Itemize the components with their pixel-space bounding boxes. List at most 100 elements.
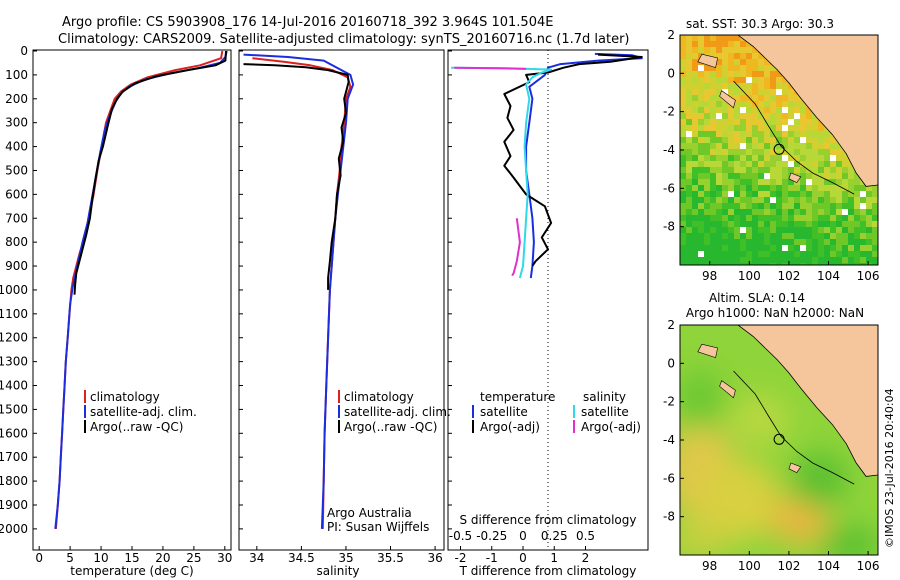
sst-cell: [830, 215, 836, 221]
sst-cell: [848, 167, 854, 173]
sst-cell: [734, 227, 740, 233]
salinity-legend: climatology satellite-adj. clim. Argo(..…: [338, 390, 451, 434]
sst-cell: [836, 227, 842, 233]
sst-cell: [740, 173, 746, 179]
sst-cell: [812, 239, 818, 245]
sst-cell: [764, 83, 770, 89]
sst-cell: [716, 119, 722, 125]
sst-cell: [704, 77, 710, 83]
depth-tick-label: 1700: [0, 450, 28, 464]
sst-cell: [788, 191, 794, 197]
sst-cell: [758, 209, 764, 215]
sst-cell: [782, 83, 788, 89]
sst-cell: [722, 257, 728, 263]
sst-cell: [740, 47, 746, 53]
series-line-satellite: [525, 52, 643, 279]
sst-cell: [716, 35, 722, 41]
sst-cell: [812, 203, 818, 209]
sst-cell: [740, 149, 746, 155]
sst-cell: [776, 215, 782, 221]
sst-cell: [716, 65, 722, 71]
sst-cell: [680, 215, 686, 221]
sst-cell: [728, 41, 734, 47]
sst-cell: [692, 173, 698, 179]
sst-cell: [758, 77, 764, 83]
sst-cell: [686, 167, 692, 173]
sst-cell: [746, 257, 752, 263]
sst-cell: [752, 77, 758, 83]
sst-cell: [692, 59, 698, 65]
sst-cell: [716, 77, 722, 83]
sst-cell: [830, 191, 836, 197]
sst-cell: [782, 155, 788, 161]
sst-cell: [716, 143, 722, 149]
sst-cell: [704, 95, 710, 101]
sst-cell: [806, 179, 812, 185]
sst-cell: [836, 221, 842, 227]
sst-cell: [704, 137, 710, 143]
sst-cell: [806, 107, 812, 113]
sst-cell: [710, 101, 716, 107]
sst-cell: [686, 215, 692, 221]
sst-cell: [818, 197, 824, 203]
sst-cell: [740, 257, 746, 263]
sst-cell: [770, 185, 776, 191]
sst-cell: [764, 215, 770, 221]
sst-cell: [734, 113, 740, 119]
sst-cell: [776, 155, 782, 161]
sst-cell: [692, 119, 698, 125]
sst-cell: [782, 89, 788, 95]
sst-cell: [704, 119, 710, 125]
sst-cell: [698, 221, 704, 227]
sst-cell: [818, 137, 824, 143]
sst-cell: [716, 173, 722, 179]
sst-cell: [758, 101, 764, 107]
sst-cell: [806, 119, 812, 125]
imos-credit: ©IMOS 23-Jul-2016 20:40:04: [883, 388, 896, 548]
sst-cell: [716, 203, 722, 209]
sst-cell: [788, 131, 794, 137]
sst-cell: [776, 191, 782, 197]
x-tick-label: 5: [66, 551, 74, 565]
sst-cell: [752, 155, 758, 161]
sst-cell: [728, 119, 734, 125]
x-tick-label: 2: [582, 551, 590, 565]
sst-cell: [752, 185, 758, 191]
map-x-tick-label: 100: [738, 269, 761, 283]
sst-cell: [740, 233, 746, 239]
sst-map: [680, 35, 878, 265]
sst-cell: [770, 137, 776, 143]
sst-cell: [716, 215, 722, 221]
sst-cell: [722, 143, 728, 149]
sst-cell: [686, 155, 692, 161]
sst-cell: [686, 107, 692, 113]
sst-cell: [764, 251, 770, 257]
sst-cell: [704, 71, 710, 77]
header-line-2: Climatology: CARS2009. Satellite-adjuste…: [58, 32, 630, 47]
sst-cell: [782, 143, 788, 149]
sst-cell: [842, 251, 848, 257]
sst-cell: [848, 263, 854, 265]
sst-cell: [836, 233, 842, 239]
sst-cell: [704, 263, 710, 265]
sst-cell: [740, 65, 746, 71]
sst-cell: [776, 239, 782, 245]
sst-cell: [812, 191, 818, 197]
sst-cell: [758, 215, 764, 221]
sst-cell: [710, 227, 716, 233]
x-tick-label: 30: [217, 551, 232, 565]
sst-cell: [716, 89, 722, 95]
sst-cell: [824, 197, 830, 203]
temperature-legend: climatology satellite-adj. clim. Argo(..…: [84, 390, 197, 434]
sst-cell: [746, 251, 752, 257]
sst-cell: [710, 83, 716, 89]
sst-cell: [752, 53, 758, 59]
sst-cell: [746, 119, 752, 125]
sst-cell: [770, 257, 776, 263]
sla-map: [680, 325, 878, 555]
sst-cell: [752, 251, 758, 257]
sst-cell: [716, 53, 722, 59]
legend-swatch-temp-argo: [472, 420, 474, 433]
sst-cell: [710, 65, 716, 71]
sst-cell: [794, 143, 800, 149]
